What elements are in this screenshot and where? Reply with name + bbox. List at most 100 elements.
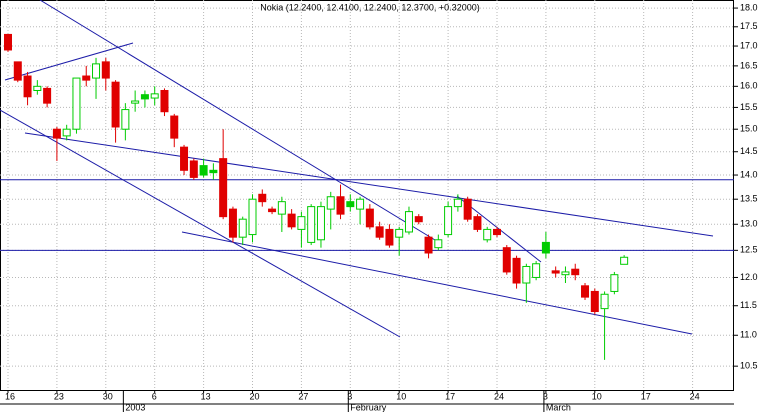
candle-body: [228, 208, 237, 238]
candle-body: [581, 285, 590, 298]
candle-body: [346, 201, 355, 208]
candle-body: [375, 226, 384, 238]
candle-body: [404, 211, 413, 233]
candle-body: [52, 128, 61, 139]
x-tick-label: 30: [103, 391, 113, 401]
period-label: February: [350, 402, 387, 412]
candle-body: [483, 228, 492, 241]
candle-body: [277, 201, 286, 215]
candle-body: [199, 165, 208, 176]
candle-body: [473, 216, 482, 230]
candle-body: [444, 206, 453, 236]
y-tick-label: 16.5: [740, 60, 758, 70]
candle-body: [551, 270, 560, 274]
candle-body: [258, 193, 267, 203]
y-tick-label: 15.5: [740, 102, 758, 112]
period-label: 2003: [125, 402, 145, 412]
y-tick-label: 17.5: [740, 21, 758, 31]
trendline: [24, 132, 714, 237]
candle-body: [150, 93, 159, 99]
candle-body: [453, 198, 462, 208]
candle-body: [13, 61, 22, 81]
x-tick-label: 23: [54, 391, 64, 401]
y-tick-label: 16.0: [740, 81, 758, 91]
y-tick-label: 12.0: [740, 272, 758, 282]
candle-body: [356, 198, 365, 210]
candle-body: [463, 198, 472, 220]
candle-body: [101, 61, 110, 79]
x-tick-label: 17: [445, 391, 455, 401]
candle-body: [434, 239, 443, 249]
trendline: [39, 0, 436, 241]
x-tick-label: 6: [152, 391, 157, 401]
candle-body: [189, 160, 198, 178]
candle-body: [532, 263, 541, 278]
y-tick-label: 12.5: [740, 245, 758, 255]
candle-body: [541, 241, 550, 254]
trendline: [181, 231, 693, 335]
candle-body: [365, 208, 374, 228]
y-tick-label: 13.0: [740, 219, 758, 229]
candle-body: [72, 77, 81, 130]
trendline: [0, 109, 401, 338]
plot-frame: [0, 0, 734, 391]
candle-body: [414, 216, 423, 223]
candle-body: [4, 33, 12, 51]
candle-body: [170, 115, 179, 139]
candle-body: [336, 196, 345, 215]
candle-body: [316, 206, 325, 241]
candle-body: [600, 293, 609, 310]
candle-body: [131, 100, 140, 104]
x-tick-label: 27: [298, 391, 308, 401]
candle-body: [610, 274, 619, 292]
candle-body: [297, 216, 306, 230]
y-tick-label: 14.5: [740, 146, 758, 156]
candle-body: [287, 213, 296, 228]
candle-body: [502, 247, 511, 273]
period-label: March: [546, 402, 571, 412]
candle-body: [395, 228, 404, 238]
candle-body: [571, 268, 580, 276]
x-tick-label: 13: [201, 391, 211, 401]
candle-body: [209, 169, 218, 174]
y-tick-label: 15.0: [740, 124, 758, 134]
x-tick-label: 16: [5, 391, 15, 401]
y-tick-label: 11.5: [740, 300, 757, 310]
candle-body: [180, 146, 189, 171]
candle-body: [307, 206, 316, 243]
y-tick-label: 11.0: [740, 330, 757, 340]
candle-body: [23, 75, 32, 98]
x-tick-label: 24: [690, 391, 700, 401]
chart-title: Nokia (12.2400, 12.4100, 12.2400, 12.370…: [260, 2, 479, 12]
candle-body: [512, 257, 521, 284]
candle-body: [590, 290, 599, 313]
candle-body: [268, 208, 277, 213]
candles: [4, 33, 629, 360]
candle-body: [561, 271, 570, 276]
x-tick-label: 17: [641, 391, 651, 401]
candle-body: [620, 256, 629, 265]
x-tick-label: 3: [347, 391, 352, 401]
candle-body: [522, 265, 531, 284]
x-tick-label: 20: [250, 391, 260, 401]
x-tick-label: 24: [494, 391, 504, 401]
x-tick-label: 10: [396, 391, 406, 401]
candle-body: [326, 196, 335, 210]
candle-body: [248, 198, 257, 236]
candle-body: [219, 158, 228, 218]
candle-body: [424, 236, 433, 254]
candle-body: [62, 128, 71, 137]
trendline: [4, 42, 134, 81]
y-tick-label: 18.0: [740, 2, 758, 12]
y-tick-label: 17.0: [740, 40, 758, 50]
y-tick-label: 10.5: [740, 361, 758, 371]
y-tick-label: 14.0: [740, 169, 758, 179]
candle-body: [160, 89, 169, 113]
x-tick-label: 3: [543, 391, 548, 401]
x-tick-label: 10: [592, 391, 602, 401]
candle-body: [238, 218, 247, 238]
candle-body: [33, 85, 42, 91]
candle-body: [92, 63, 101, 79]
candle-body: [493, 228, 501, 236]
